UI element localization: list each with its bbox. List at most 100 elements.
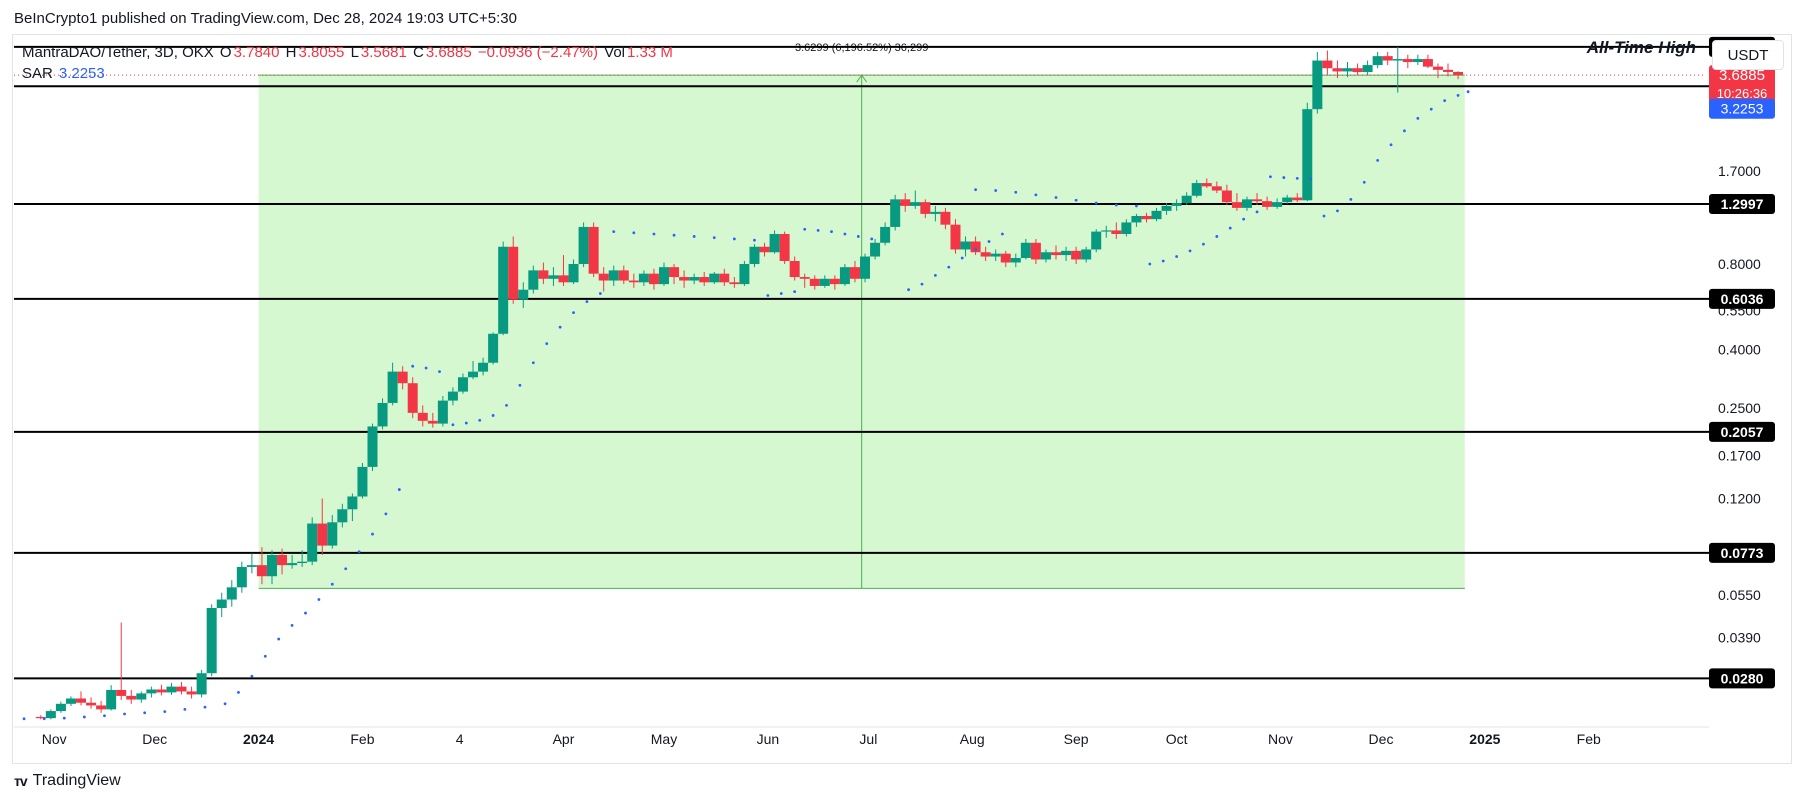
- candle-body[interactable]: [980, 252, 991, 257]
- candle-body[interactable]: [55, 703, 66, 712]
- candle-body[interactable]: [699, 277, 710, 283]
- candle-body[interactable]: [598, 273, 609, 281]
- candle-body[interactable]: [417, 412, 428, 421]
- candle-body[interactable]: [1231, 202, 1242, 208]
- candle-body[interactable]: [1453, 71, 1464, 76]
- candle-body[interactable]: [588, 226, 599, 274]
- candle-body[interactable]: [86, 702, 97, 706]
- candle-body[interactable]: [136, 693, 147, 700]
- currency-button[interactable]: USDT: [1712, 40, 1784, 70]
- candle-body[interactable]: [538, 270, 549, 279]
- candle-body[interactable]: [960, 241, 971, 250]
- candle-body[interactable]: [1332, 68, 1343, 72]
- candle-body[interactable]: [839, 267, 850, 285]
- candle-body[interactable]: [679, 277, 690, 281]
- candle-body[interactable]: [759, 246, 770, 253]
- candle-body[interactable]: [1171, 203, 1182, 206]
- candle-body[interactable]: [578, 226, 589, 265]
- candle-body[interactable]: [739, 264, 750, 285]
- candle-body[interactable]: [45, 711, 56, 719]
- candle-body[interactable]: [498, 246, 509, 334]
- candle-body[interactable]: [277, 554, 288, 566]
- candle-body[interactable]: [970, 241, 981, 253]
- candle-body[interactable]: [1141, 215, 1152, 220]
- candle-body[interactable]: [156, 689, 167, 693]
- candle-body[interactable]: [1010, 257, 1021, 263]
- candle-body[interactable]: [860, 256, 871, 279]
- candle-body[interactable]: [749, 246, 760, 265]
- candle-body[interactable]: [1272, 202, 1283, 207]
- candle-body[interactable]: [910, 202, 921, 206]
- candle-body[interactable]: [990, 253, 1001, 257]
- candle-body[interactable]: [1252, 199, 1263, 202]
- candle-body[interactable]: [1322, 60, 1333, 69]
- candle-body[interactable]: [618, 270, 629, 281]
- candle-body[interactable]: [1422, 59, 1433, 67]
- candle-body[interactable]: [1211, 186, 1222, 191]
- candle-body[interactable]: [1443, 69, 1454, 72]
- candle-body[interactable]: [246, 565, 257, 567]
- candle-body[interactable]: [367, 426, 378, 467]
- candle-body[interactable]: [1101, 230, 1112, 232]
- candle-body[interactable]: [65, 698, 76, 704]
- candle-body[interactable]: [377, 402, 388, 427]
- candle-body[interactable]: [1312, 60, 1323, 110]
- candle-body[interactable]: [789, 260, 800, 278]
- candle-body[interactable]: [1432, 66, 1443, 70]
- candle-body[interactable]: [397, 371, 408, 384]
- candle-body[interactable]: [186, 691, 197, 695]
- candle-body[interactable]: [106, 689, 117, 710]
- candle-body[interactable]: [689, 277, 700, 281]
- candle-body[interactable]: [317, 523, 328, 546]
- candle-body[interactable]: [256, 565, 267, 577]
- candle-body[interactable]: [1262, 201, 1273, 207]
- candle-body[interactable]: [709, 273, 720, 283]
- candle-body[interactable]: [829, 278, 840, 285]
- candle-body[interactable]: [457, 377, 468, 392]
- candle-body[interactable]: [809, 278, 820, 286]
- candle-body[interactable]: [478, 362, 489, 372]
- candle-body[interactable]: [126, 695, 137, 700]
- candle-body[interactable]: [648, 273, 659, 285]
- candle-body[interactable]: [206, 607, 217, 674]
- candle-body[interactable]: [1342, 68, 1353, 72]
- candle-body[interactable]: [1131, 215, 1142, 223]
- candle-body[interactable]: [35, 716, 46, 719]
- candle-body[interactable]: [880, 226, 891, 243]
- candle-body[interactable]: [1181, 195, 1192, 204]
- candle-body[interactable]: [357, 466, 368, 497]
- candle-body[interactable]: [1402, 59, 1413, 63]
- candle-body[interactable]: [558, 275, 569, 283]
- candle-body[interactable]: [307, 523, 318, 562]
- candle-body[interactable]: [1061, 250, 1072, 256]
- sar-legend[interactable]: SAR 3.2253: [22, 65, 105, 82]
- candle-body[interactable]: [729, 282, 740, 285]
- candle-body[interactable]: [1412, 59, 1423, 63]
- candle-body[interactable]: [1071, 250, 1082, 260]
- candle-body[interactable]: [1081, 249, 1092, 260]
- candle-body[interactable]: [508, 246, 519, 300]
- candle-body[interactable]: [116, 689, 127, 696]
- candle-body[interactable]: [146, 689, 157, 694]
- candle-body[interactable]: [870, 242, 881, 257]
- candle-body[interactable]: [1030, 242, 1041, 260]
- candle-body[interactable]: [1302, 109, 1313, 201]
- candle-body[interactable]: [1201, 183, 1212, 187]
- candle-body[interactable]: [236, 566, 247, 588]
- candle-body[interactable]: [1352, 68, 1363, 73]
- candle-body[interactable]: [658, 267, 669, 285]
- candle-body[interactable]: [1392, 59, 1403, 61]
- candle-body[interactable]: [226, 587, 237, 600]
- candle-body[interactable]: [1362, 65, 1373, 73]
- candle-body[interactable]: [266, 554, 277, 577]
- candle-body[interactable]: [638, 273, 649, 283]
- candle-body[interactable]: [297, 561, 308, 564]
- candle-body[interactable]: [196, 673, 207, 695]
- candle-body[interactable]: [1161, 205, 1172, 211]
- candle-body[interactable]: [1121, 222, 1132, 234]
- candle-body[interactable]: [779, 233, 790, 261]
- candle-body[interactable]: [769, 233, 780, 253]
- candle-body[interactable]: [1020, 242, 1031, 258]
- candle-body[interactable]: [427, 420, 438, 424]
